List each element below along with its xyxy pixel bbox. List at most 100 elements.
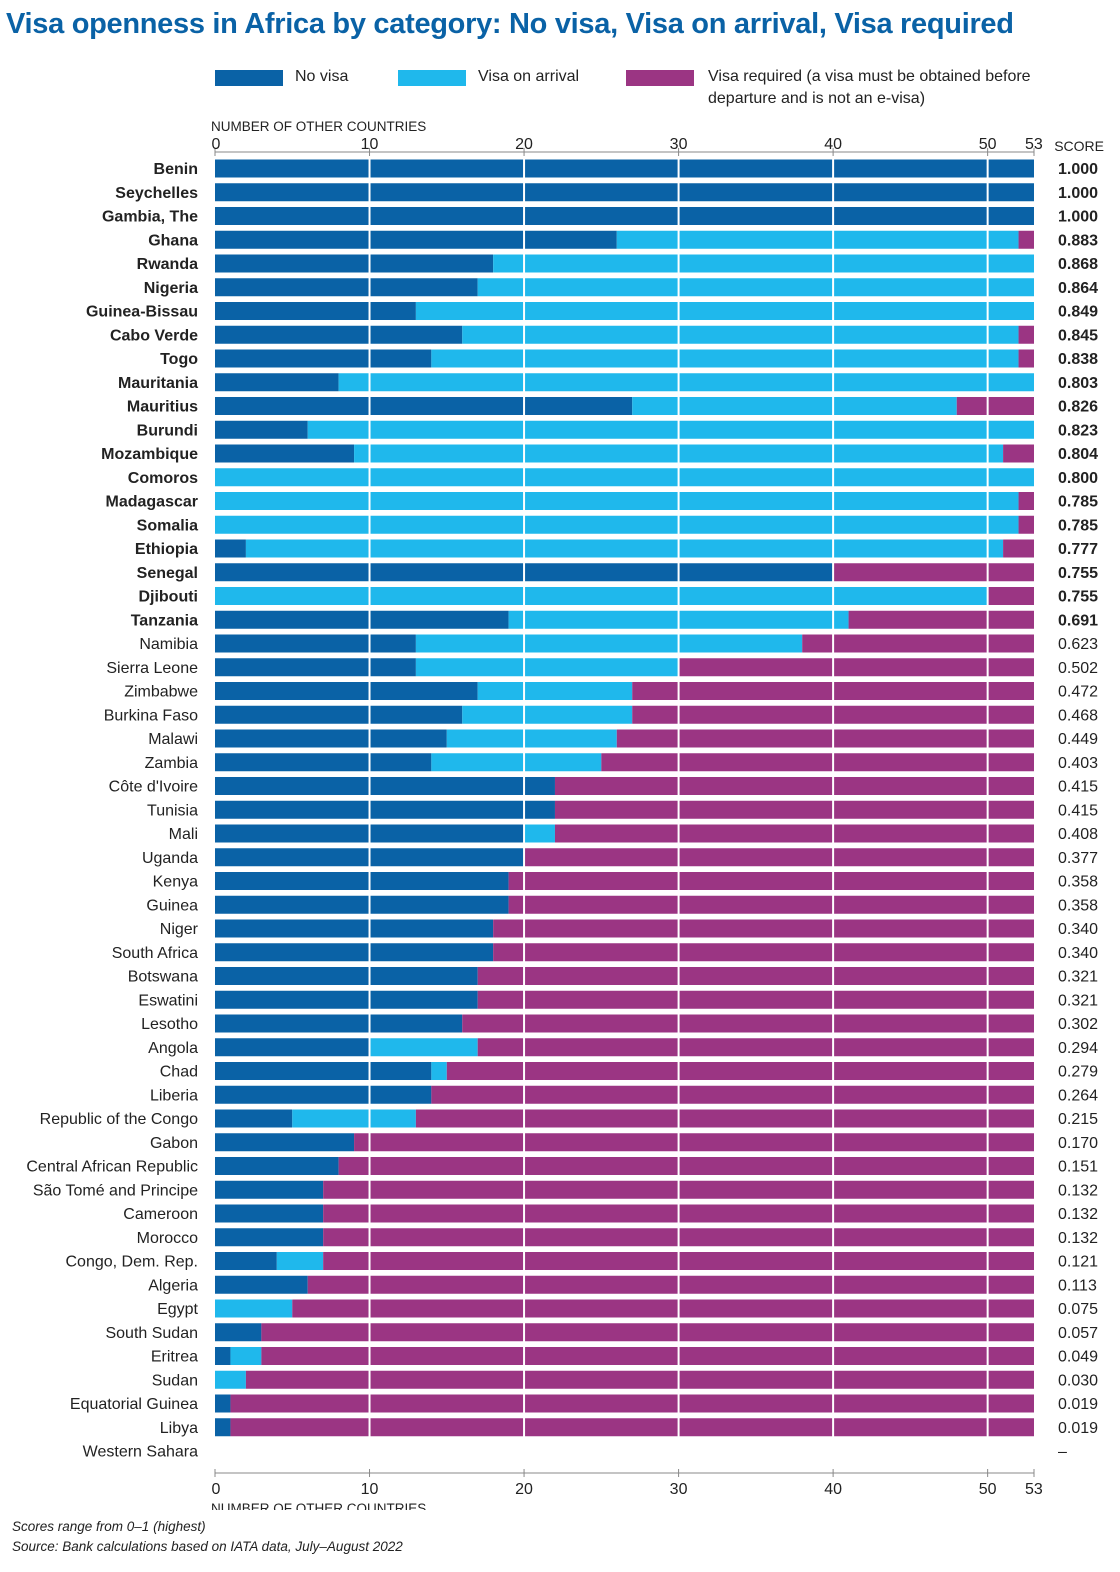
score-value: 0.132	[1058, 1230, 1098, 1247]
bar-segment-visa-required	[354, 1133, 1035, 1152]
country-label: Togo	[160, 351, 198, 368]
bar-segment-visa-required	[1018, 349, 1034, 368]
country-label: Côte d'Ivoire	[109, 779, 198, 796]
score-value: 0.868	[1058, 256, 1098, 273]
country-label: Burkina Faso	[104, 707, 198, 724]
country-label: Burundi	[137, 422, 198, 439]
bar-segment-no-visa	[215, 967, 478, 985]
bar-segment-visa-required	[230, 1418, 1035, 1437]
score-value: 0.113	[1058, 1277, 1097, 1294]
bar-segment-no-visa	[215, 1252, 277, 1270]
country-label: Madagascar	[106, 494, 199, 511]
bar-segment-visa-required	[833, 563, 1034, 582]
score-value: 0.403	[1058, 755, 1098, 772]
bar-segment-visa-on-arrival	[415, 302, 1034, 320]
bottom-tick-label: 40	[824, 1481, 842, 1498]
bar-segment-no-visa	[215, 349, 432, 368]
bottom-tick-label: 50	[979, 1481, 997, 1498]
score-value: 0.823	[1058, 422, 1098, 439]
footnote-score-range: Scores range from 0–1 (highest)	[12, 1519, 206, 1534]
bar-segment-visa-on-arrival	[415, 658, 679, 677]
country-label: Ghana	[148, 232, 198, 249]
footnote: Scores range from 0–1 (highest) Source: …	[12, 1517, 403, 1557]
bar-segment-no-visa	[215, 682, 478, 700]
bar-segment-no-visa	[215, 1347, 231, 1365]
bar-segment-no-visa	[215, 705, 463, 724]
bar-segment-no-visa	[215, 610, 509, 629]
bar-segment-visa-on-arrival	[431, 753, 602, 772]
bar-segment-visa-on-arrival	[477, 682, 633, 700]
bar-segment-visa-on-arrival	[415, 634, 803, 653]
bar-segment-no-visa	[215, 800, 555, 819]
score-value: 0.321	[1058, 969, 1098, 986]
bar-segment-no-visa	[215, 539, 246, 558]
country-label: Egypt	[157, 1301, 198, 1318]
bar-segment-visa-required	[230, 1394, 1035, 1413]
score-value: 0.030	[1058, 1372, 1098, 1389]
score-value: 0.075	[1058, 1301, 1098, 1318]
bar-segment-visa-on-arrival	[230, 1347, 262, 1365]
score-value: 1.000	[1058, 209, 1098, 226]
score-value: 0.415	[1058, 802, 1098, 819]
country-label: Equatorial Guinea	[70, 1396, 198, 1413]
bar-segment-visa-required	[292, 1299, 1034, 1318]
bar-segment-visa-required	[848, 610, 1034, 629]
score-value: 0.279	[1058, 1064, 1098, 1081]
country-label: Sierra Leone	[106, 660, 198, 677]
bar-segment-no-visa	[215, 325, 463, 344]
top-tick-label: 50	[979, 136, 997, 153]
bar-segment-visa-required	[261, 1347, 1034, 1365]
bar-segment-no-visa	[215, 1085, 432, 1104]
country-label: Algeria	[148, 1277, 198, 1294]
bar-segment-visa-on-arrival	[446, 729, 617, 748]
country-label: Uganda	[142, 850, 198, 867]
bar-segment-visa-required	[415, 1109, 1034, 1128]
bar-segment-no-visa	[215, 943, 494, 962]
country-label: Senegal	[137, 565, 198, 582]
bar-segment-no-visa	[215, 302, 416, 320]
bar-segment-visa-on-arrival	[276, 1252, 324, 1270]
score-value: 0.057	[1058, 1325, 1098, 1342]
bar-segment-no-visa	[215, 254, 494, 273]
bar-segment-visa-on-arrival	[369, 1038, 478, 1057]
score-value: 0.294	[1058, 1040, 1098, 1057]
bar-segment-visa-required	[493, 943, 1034, 962]
bar-segment-visa-required	[802, 634, 1034, 653]
country-label: South Sudan	[105, 1325, 198, 1342]
bar-segment-visa-required	[261, 1323, 1034, 1342]
score-value: 0.019	[1058, 1420, 1098, 1437]
country-label: Tunisia	[147, 802, 198, 819]
bar-segment-no-visa	[215, 230, 617, 249]
legend-swatch-no-visa	[215, 70, 283, 86]
bar-segment-visa-required	[524, 848, 1034, 867]
bar-segment-no-visa	[215, 183, 1034, 202]
bar-segment-no-visa	[215, 990, 478, 1009]
legend: No visa Visa on arrival Visa required (a…	[0, 66, 1120, 116]
bar-segment-visa-on-arrival	[431, 349, 1019, 368]
score-value: 0.264	[1058, 1087, 1098, 1104]
score-value: 0.019	[1058, 1396, 1098, 1413]
country-label: Liberia	[150, 1087, 198, 1104]
score-value: 0.845	[1058, 327, 1098, 344]
country-label: Namibia	[139, 636, 198, 653]
country-label: Djibouti	[138, 589, 198, 606]
country-label: Zimbabwe	[124, 684, 198, 701]
bottom-tick-label: 0	[212, 1481, 221, 1498]
country-label: Zambia	[145, 755, 198, 772]
country-label: Comoros	[128, 470, 198, 487]
country-label: Mauritius	[127, 399, 198, 416]
bar-segment-visa-required	[1018, 515, 1034, 534]
country-label: Mozambique	[101, 446, 198, 463]
bar-segment-visa-on-arrival	[632, 397, 957, 415]
bottom-tick-label: 53	[1025, 1481, 1043, 1498]
bar-segment-visa-on-arrival	[462, 325, 1019, 344]
score-value: 0.883	[1058, 232, 1098, 249]
bottom-tick-label: 20	[515, 1481, 533, 1498]
bar-segment-no-visa	[215, 1014, 463, 1033]
bar-segment-visa-on-arrival	[215, 492, 1019, 510]
top-tick-label: 10	[361, 136, 379, 153]
country-label: Guinea	[146, 897, 198, 914]
country-label: Western Sahara	[83, 1444, 198, 1461]
score-value: 0.132	[1058, 1182, 1098, 1199]
country-label: Gabon	[150, 1135, 198, 1152]
